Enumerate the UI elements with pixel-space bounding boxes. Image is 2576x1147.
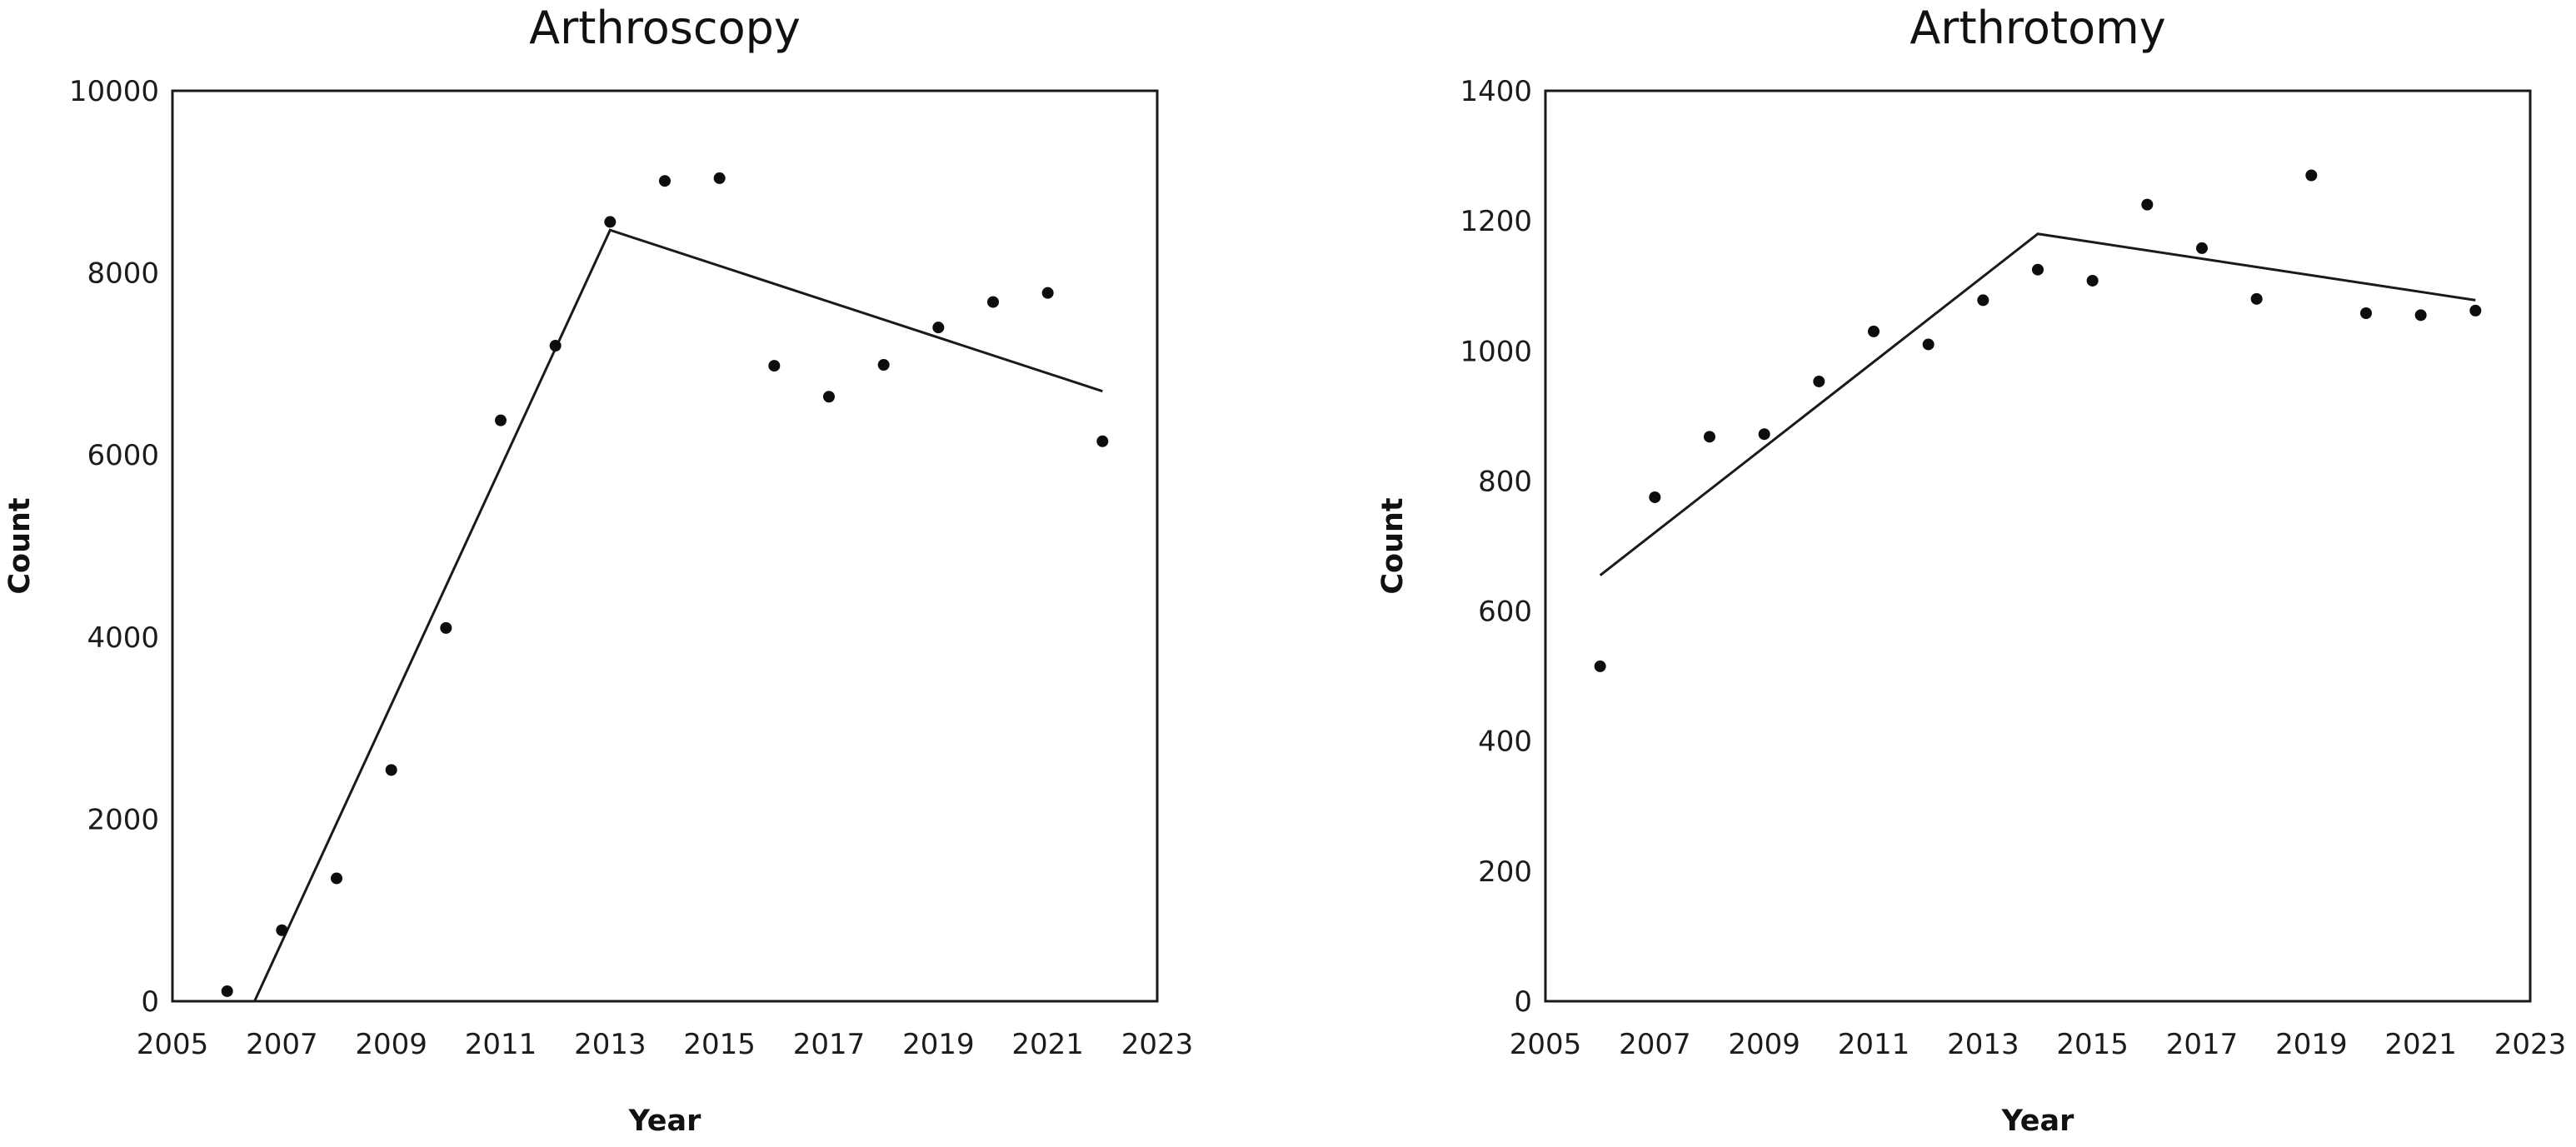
trend-line-group: [253, 228, 1103, 1002]
data-point: [276, 924, 288, 936]
trend-line: [253, 228, 1103, 1002]
data-point: [877, 358, 890, 371]
data-point: [2414, 309, 2427, 322]
data-point: [495, 414, 507, 426]
data-point: [659, 175, 671, 187]
data-point: [2141, 198, 2154, 211]
y-tick-label: 600: [1478, 596, 1532, 629]
data-point: [823, 391, 835, 403]
y-axis-tick-labels: 0 200 400 600 800 1000 1200 1400: [1460, 75, 1532, 1019]
x-tick-label: 2017: [793, 1028, 866, 1061]
y-tick-label: 1200: [1460, 205, 1532, 238]
x-tick-label: 2021: [2384, 1028, 2457, 1061]
data-point: [713, 172, 726, 184]
data-point: [1813, 375, 1825, 387]
data-points-group: [1594, 169, 2482, 672]
x-tick-label: 2009: [355, 1028, 427, 1061]
y-tick-label: 1400: [1460, 75, 1532, 108]
x-axis-title: Year: [2001, 1105, 2074, 1138]
data-point: [549, 340, 562, 352]
data-point: [385, 764, 397, 776]
data-point: [1649, 491, 1661, 503]
y-axis-title: Count: [3, 497, 37, 594]
data-point: [331, 872, 342, 885]
y-tick-label: 8000: [87, 257, 159, 291]
data-point: [2032, 263, 2044, 276]
data-points-group: [221, 172, 1109, 997]
x-axis-title: Year: [628, 1105, 701, 1138]
x-tick-label: 2007: [1619, 1028, 1691, 1061]
y-axis-tick-labels: 0 2000 4000 6000 8000 10000: [69, 75, 159, 1019]
y-axis-title: Count: [1376, 497, 1410, 594]
trend-line: [1599, 232, 2476, 576]
y-tick-label: 0: [1514, 985, 1532, 1019]
data-point: [932, 322, 945, 334]
arthroscopy-chart: 0 2000 4000 6000 8000 10000 2005 2007 2009 2011 2…: [3, 2, 1194, 1138]
x-tick-label: 2007: [246, 1028, 318, 1061]
data-point: [2469, 304, 2482, 317]
x-tick-label: 2009: [1728, 1028, 1800, 1061]
data-point: [1041, 287, 1054, 299]
x-tick-label: 2015: [683, 1028, 756, 1061]
x-tick-label: 2015: [2056, 1028, 2129, 1061]
data-point: [2196, 242, 2208, 254]
x-tick-label: 2005: [137, 1028, 209, 1061]
y-tick-label: 6000: [87, 439, 159, 472]
plot-border: [1544, 89, 2532, 1003]
plot-border: [171, 89, 1159, 1003]
data-point: [2305, 169, 2318, 182]
y-tick-label: 10000: [69, 75, 159, 108]
x-axis-tick-labels: 2005 2007 2009 2011 2013 2015 2017 2019 2021 2023: [1510, 1028, 2567, 1061]
x-tick-label: 2019: [902, 1028, 975, 1061]
data-point: [987, 296, 999, 308]
x-tick-label: 2011: [1838, 1028, 1910, 1061]
arthrotomy-chart: 0 200 400 600 800 1000 1200 1400 2005 2007 2009 20…: [1288, 0, 2576, 1147]
data-point: [1868, 325, 1880, 337]
data-point: [1096, 435, 1109, 447]
data-point: [1594, 660, 1606, 672]
y-tick-label: 1000: [1460, 335, 1532, 368]
data-point: [1922, 338, 1934, 351]
x-tick-label: 2019: [2275, 1028, 2348, 1061]
x-tick-label: 2023: [2494, 1028, 2567, 1061]
data-point: [221, 985, 233, 997]
y-tick-label: 800: [1478, 465, 1532, 498]
chart-title: Arthrotomy: [1910, 2, 2165, 54]
x-tick-label: 2005: [1510, 1028, 1582, 1061]
y-tick-label: 4000: [87, 621, 159, 655]
data-point: [2250, 292, 2263, 305]
chart-title: Arthroscopy: [529, 2, 801, 54]
x-axis-tick-labels: 2005 2007 2009 2011 2013 2015 2017 2019 2021 2023: [137, 1028, 1194, 1061]
y-tick-label: 400: [1478, 726, 1532, 759]
x-tick-label: 2021: [1011, 1028, 1084, 1061]
data-point: [768, 360, 781, 372]
trend-line-group: [1599, 232, 2476, 576]
y-tick-label: 200: [1478, 855, 1532, 889]
data-point: [2360, 307, 2372, 320]
data-point: [2086, 274, 2099, 287]
data-point: [440, 621, 452, 634]
x-tick-label: 2023: [1121, 1028, 1194, 1061]
data-point: [1758, 428, 1770, 441]
data-point: [604, 216, 617, 228]
data-point: [1977, 294, 1989, 307]
x-tick-label: 2013: [574, 1028, 646, 1061]
y-tick-label: 2000: [87, 803, 159, 836]
data-point: [1704, 431, 1715, 443]
x-tick-label: 2011: [465, 1028, 537, 1061]
x-tick-label: 2013: [1947, 1028, 2019, 1061]
x-tick-label: 2017: [2166, 1028, 2239, 1061]
y-tick-label: 0: [141, 985, 159, 1019]
